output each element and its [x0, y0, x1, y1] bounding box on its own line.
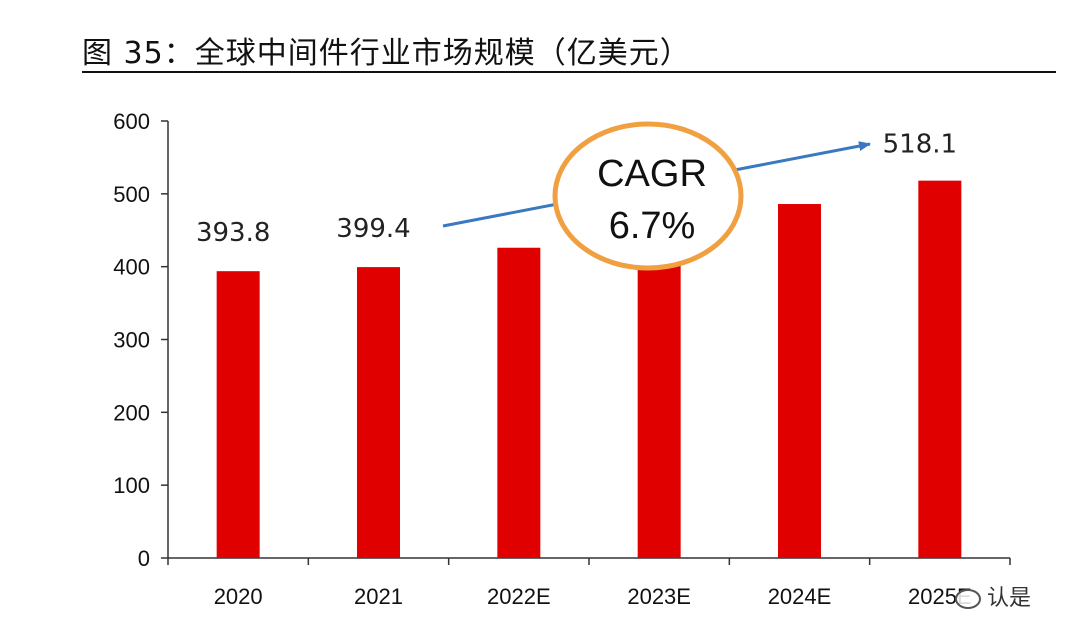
y-tick-label: 300 [113, 328, 150, 353]
figure-title: 图 35：全球中间件行业市场规模（亿美元） [82, 36, 691, 71]
bar [357, 267, 400, 558]
watermark-text: 认是 [987, 586, 1032, 611]
cagr-value: 6.7% [609, 205, 696, 247]
data-label: 393.8 [196, 218, 270, 248]
y-tick-label: 600 [113, 109, 150, 134]
bar [497, 247, 541, 559]
y-tick-label: 200 [113, 400, 150, 425]
x-category-label: 2022E [487, 584, 551, 609]
y-tick-label: 400 [113, 255, 150, 280]
data-label: 399.4 [336, 214, 410, 244]
cagr-label: CAGR [597, 153, 707, 195]
bar [778, 204, 821, 558]
wechat-icon [955, 589, 981, 609]
x-category-label: 2023E [627, 584, 691, 609]
data-label: 518.1 [883, 130, 957, 160]
x-category-label: 2021 [354, 584, 403, 609]
cagr-ellipse [552, 121, 744, 271]
watermark: 认是 [955, 580, 1031, 612]
x-category-label: 2024E [768, 584, 832, 609]
y-tick-label: 100 [113, 473, 150, 498]
bar [216, 271, 260, 558]
title-rule [82, 71, 1056, 73]
bar [918, 180, 962, 558]
y-tick-label: 500 [113, 182, 150, 207]
bar [637, 226, 681, 558]
y-tick-label: 0 [138, 546, 150, 571]
x-category-label: 2020 [214, 584, 263, 609]
